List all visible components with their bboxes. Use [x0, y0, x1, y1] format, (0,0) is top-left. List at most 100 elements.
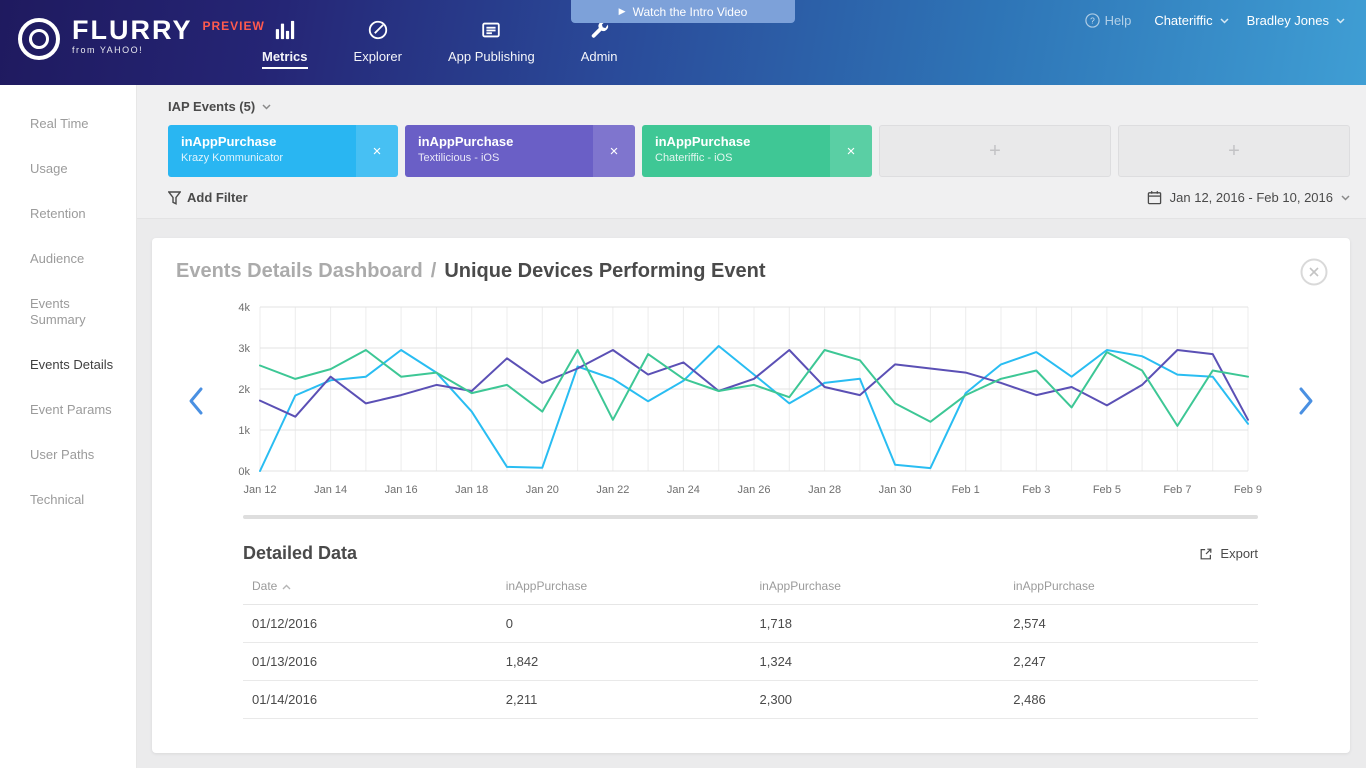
column-header-date[interactable]: Date — [243, 568, 497, 605]
cell-value: 2,486 — [1004, 680, 1258, 719]
svg-text:Jan 30: Jan 30 — [879, 484, 912, 496]
svg-text:Jan 16: Jan 16 — [385, 484, 418, 496]
svg-text:Feb 1: Feb 1 — [952, 484, 980, 496]
sidebar-item-retention[interactable]: Retention — [0, 192, 136, 237]
filter-chip-body: inAppPurchase Textilicious - iOS — [405, 125, 635, 173]
chevron-down-icon — [1220, 17, 1229, 24]
svg-text:1k: 1k — [238, 425, 250, 437]
sidebar-item-events-details[interactable]: Events Details — [0, 343, 136, 388]
chart-next-button[interactable] — [1286, 386, 1326, 416]
filter-chip-chateriffic-ios[interactable]: inAppPurchase Chateriffic - iOS × — [642, 125, 872, 177]
plus-icon: + — [1228, 139, 1240, 162]
news-icon — [480, 18, 502, 42]
nav-item-metrics[interactable]: Metrics — [262, 18, 308, 69]
play-icon: ▶ — [618, 6, 626, 16]
sidebar-item-label: Audience — [30, 251, 85, 266]
detailed-data-title: Detailed Data — [243, 543, 358, 563]
sidebar-item-user-paths[interactable]: User Paths — [0, 433, 136, 478]
remove-filter-button[interactable]: × — [830, 125, 872, 177]
svg-text:Jan 26: Jan 26 — [737, 484, 770, 496]
iap-events-dropdown[interactable]: IAP Events (5) — [168, 99, 271, 114]
cell-value: 2,300 — [750, 680, 1005, 719]
nav-item-admin[interactable]: Admin — [581, 18, 618, 69]
help-link[interactable]: ? Help — [1084, 13, 1131, 28]
user-name: Bradley Jones — [1246, 13, 1329, 28]
column-header-inapppurchase-1[interactable]: inAppPurchase — [496, 568, 751, 605]
column-header-inapppurchase-2[interactable]: inAppPurchase — [750, 568, 1005, 605]
filter-chip-title: inAppPurchase — [418, 134, 514, 149]
close-button[interactable] — [1300, 258, 1328, 286]
cell-value: 2,211 — [496, 680, 751, 719]
column-header-label: inAppPurchase — [505, 579, 588, 593]
close-icon — [1300, 258, 1328, 290]
column-header-label: inAppPurchase — [1013, 579, 1095, 593]
svg-text:Feb 5: Feb 5 — [1093, 484, 1121, 496]
chart-prev-button[interactable] — [176, 386, 216, 416]
remove-filter-button[interactable]: × — [593, 125, 635, 177]
remove-filter-button[interactable]: × — [356, 125, 398, 177]
nav-item-label: Admin — [580, 49, 618, 64]
user-dropdown[interactable]: Bradley Jones — [1242, 13, 1350, 28]
nav-item-app-publishing[interactable]: App Publishing — [448, 18, 535, 69]
video-button-label: Watch the Intro Video — [632, 4, 748, 19]
chevron-left-icon — [188, 386, 204, 416]
chevron-down-icon — [1336, 17, 1345, 24]
column-header-label: inAppPurchase — [759, 579, 841, 593]
svg-text:Jan 20: Jan 20 — [526, 484, 559, 496]
svg-text:Jan 28: Jan 28 — [808, 484, 841, 496]
bar-chart-icon — [274, 18, 296, 42]
sidebar-item-usage[interactable]: Usage — [0, 147, 136, 192]
filter-chip-textilicious-ios[interactable]: inAppPurchase Textilicious - iOS × — [405, 125, 635, 177]
sidebar-item-label: Retention — [30, 206, 86, 221]
main-nav: Metrics Explorer App Publishing Admin — [262, 18, 618, 69]
sidebar-item-label: User Paths — [30, 447, 95, 462]
filter-chip-subtitle: Chateriffic - iOS — [655, 152, 733, 164]
svg-text:Jan 18: Jan 18 — [455, 484, 488, 496]
sidebar: Real Time Usage Retention Audience Events Su… — [0, 85, 137, 768]
empty-filter-slot[interactable]: + — [879, 125, 1111, 177]
line-chart-svg: 0k 1k 2k 3k 4k Jan 12 Jan 14 Jan 16 Jan 18 Jan 20… — [238, 302, 1262, 496]
brand-name: FLURRY — [72, 15, 193, 45]
date-range-picker[interactable]: Jan 12, 2016 - Feb 10, 2016 — [1147, 190, 1350, 205]
sidebar-item-events-summary[interactable]: Events Summary — [0, 282, 136, 343]
plus-icon: + — [989, 139, 1001, 162]
svg-text:Jan 14: Jan 14 — [314, 484, 347, 496]
preview-badge: PREVIEW — [202, 19, 265, 33]
breadcrumb-parent[interactable]: Events Details Dashboard — [176, 260, 423, 282]
sidebar-item-audience[interactable]: Audience — [0, 237, 136, 282]
funnel-icon — [167, 190, 182, 205]
cell-date: 01/12/2016 — [243, 604, 497, 643]
table-row: 01/12/2016 0 1,718 2,574 — [243, 604, 1258, 643]
top-right-menu: ? Help Chateriffic Bradley Jones — [1084, 13, 1350, 28]
nav-item-label: App Publishing — [447, 49, 535, 64]
nav-item-explorer[interactable]: Explorer — [354, 18, 402, 69]
filter-chip-subtitle: Textilicious - iOS — [418, 152, 500, 164]
flurry-logo[interactable]: FLURRY from YAHOO! PREVIEW — [16, 16, 265, 62]
svg-text:2k: 2k — [238, 384, 250, 396]
calendar-icon — [1147, 190, 1162, 205]
table-header-row: Date inAppPurchase inAppPurchase inAppPurch… — [243, 568, 1258, 605]
sidebar-item-real-time[interactable]: Real Time — [0, 102, 136, 147]
svg-text:Jan 12: Jan 12 — [243, 484, 276, 496]
company-dropdown[interactable]: Chateriffic — [1149, 13, 1233, 28]
chart-scrollbar[interactable] — [243, 515, 1258, 519]
detailed-data-header: Detailed Data Export — [243, 543, 1258, 564]
filter-section: IAP Events (5) inAppPurchase Krazy Kommun… — [137, 85, 1366, 219]
filter-chip-body: inAppPurchase Krazy Kommunicator — [168, 125, 398, 173]
wrench-icon — [588, 18, 610, 42]
breadcrumb-separator: / — [430, 260, 437, 282]
date-range-label: Jan 12, 2016 - Feb 10, 2016 — [1169, 190, 1333, 205]
line-chart: 0k 1k 2k 3k 4k Jan 12 Jan 14 Jan 16 Jan 18 Jan 20… — [216, 297, 1286, 505]
empty-filter-slot[interactable]: + — [1118, 125, 1350, 177]
column-header-inapppurchase-3[interactable]: inAppPurchase — [1004, 568, 1258, 605]
add-filter-button[interactable]: Add Filter — [167, 190, 248, 205]
sidebar-item-technical[interactable]: Technical — [0, 478, 136, 523]
sidebar-item-event-params[interactable]: Event Params — [0, 388, 136, 433]
svg-text:3k: 3k — [238, 343, 250, 355]
cell-value: 1,324 — [750, 642, 1005, 681]
filter-chip-body: inAppPurchase Chateriffic - iOS — [642, 125, 872, 173]
svg-text:Jan 22: Jan 22 — [596, 484, 629, 496]
watch-intro-video-button[interactable]: ▶ Watch the Intro Video — [571, 0, 795, 23]
filter-chip-krazy-kommunicator[interactable]: inAppPurchase Krazy Kommunicator × — [168, 125, 398, 177]
export-button[interactable]: Export — [1199, 546, 1258, 561]
